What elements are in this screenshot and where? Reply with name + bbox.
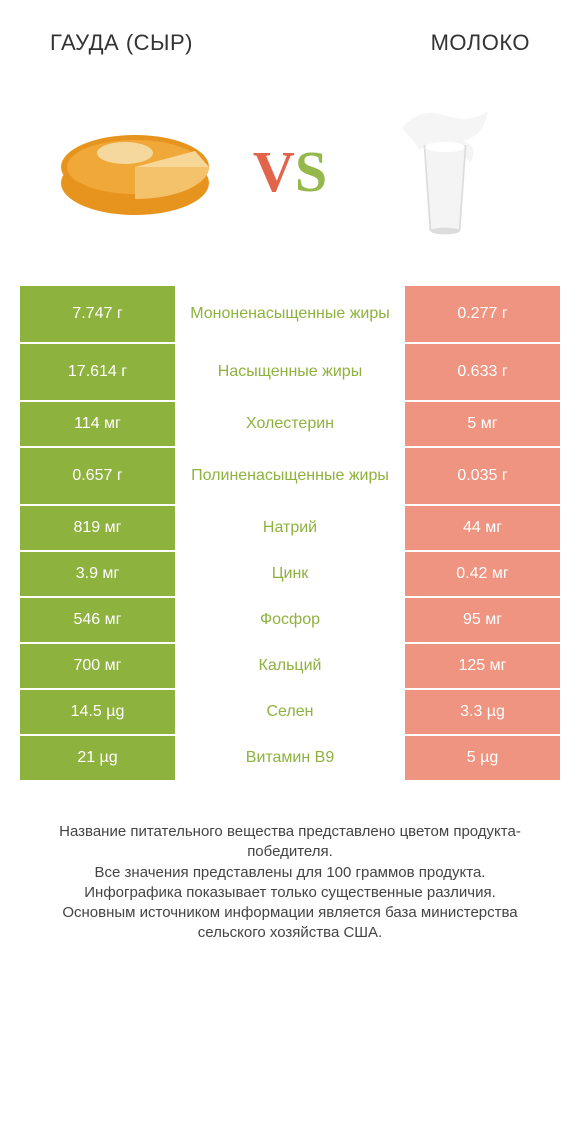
- cell-left: 114 мг: [20, 402, 175, 446]
- cell-left: 21 µg: [20, 736, 175, 780]
- table-row: 7.747 гМононенасыщенные жиры0.277 г: [20, 286, 560, 342]
- title-left: ГАУДА (СЫР): [50, 30, 193, 56]
- cell-mid: Цинк: [175, 552, 405, 596]
- cell-right: 5 µg: [405, 736, 560, 780]
- cell-mid: Кальций: [175, 644, 405, 688]
- footnote-line: Все значения представлены для 100 граммо…: [30, 863, 550, 883]
- cell-left: 14.5 µg: [20, 690, 175, 734]
- table-row: 0.657 гПолиненасыщенные жиры0.035 г: [20, 448, 560, 504]
- cell-mid: Полиненасыщенные жиры: [175, 448, 405, 504]
- cell-right: 0.42 мг: [405, 552, 560, 596]
- cell-right: 3.3 µg: [405, 690, 560, 734]
- header: ГАУДА (СЫР) МОЛОКО: [0, 0, 580, 66]
- vs-v: V: [253, 139, 295, 204]
- cell-left: 17.614 г: [20, 344, 175, 400]
- vs-s: S: [295, 139, 327, 204]
- cell-right: 0.035 г: [405, 448, 560, 504]
- images-row: VS: [0, 66, 580, 286]
- nutrition-table: 7.747 гМононенасыщенные жиры0.277 г17.61…: [0, 286, 580, 780]
- table-row: 546 мгФосфор95 мг: [20, 598, 560, 642]
- table-row: 21 µgВитамин B95 µg: [20, 736, 560, 780]
- vs-label: VS: [253, 138, 327, 205]
- cheese-image: [50, 91, 220, 251]
- cell-left: 7.747 г: [20, 286, 175, 342]
- title-right: МОЛОКО: [431, 30, 530, 56]
- cell-mid: Мононенасыщенные жиры: [175, 286, 405, 342]
- cell-left: 546 мг: [20, 598, 175, 642]
- table-row: 3.9 мгЦинк0.42 мг: [20, 552, 560, 596]
- cell-right: 0.277 г: [405, 286, 560, 342]
- cell-mid: Холестерин: [175, 402, 405, 446]
- cell-mid: Фосфор: [175, 598, 405, 642]
- table-row: 114 мгХолестерин5 мг: [20, 402, 560, 446]
- cell-left: 3.9 мг: [20, 552, 175, 596]
- table-row: 17.614 гНасыщенные жиры0.633 г: [20, 344, 560, 400]
- footnote: Название питательного вещества представл…: [0, 782, 580, 944]
- cell-left: 819 мг: [20, 506, 175, 550]
- footnote-line: Инфографика показывает только существенн…: [30, 883, 550, 903]
- cell-right: 5 мг: [405, 402, 560, 446]
- cell-mid: Натрий: [175, 506, 405, 550]
- cell-right: 0.633 г: [405, 344, 560, 400]
- table-row: 700 мгКальций125 мг: [20, 644, 560, 688]
- table-row: 819 мгНатрий44 мг: [20, 506, 560, 550]
- cell-mid: Насыщенные жиры: [175, 344, 405, 400]
- table-row: 14.5 µgСелен3.3 µg: [20, 690, 560, 734]
- cell-right: 95 мг: [405, 598, 560, 642]
- footnote-line: Основным источником информации является …: [30, 903, 550, 944]
- footnote-line: Название питательного вещества представл…: [30, 822, 550, 863]
- cell-right: 44 мг: [405, 506, 560, 550]
- milk-image: [360, 91, 530, 251]
- cell-right: 125 мг: [405, 644, 560, 688]
- cell-left: 0.657 г: [20, 448, 175, 504]
- cell-left: 700 мг: [20, 644, 175, 688]
- cell-mid: Селен: [175, 690, 405, 734]
- cell-mid: Витамин B9: [175, 736, 405, 780]
